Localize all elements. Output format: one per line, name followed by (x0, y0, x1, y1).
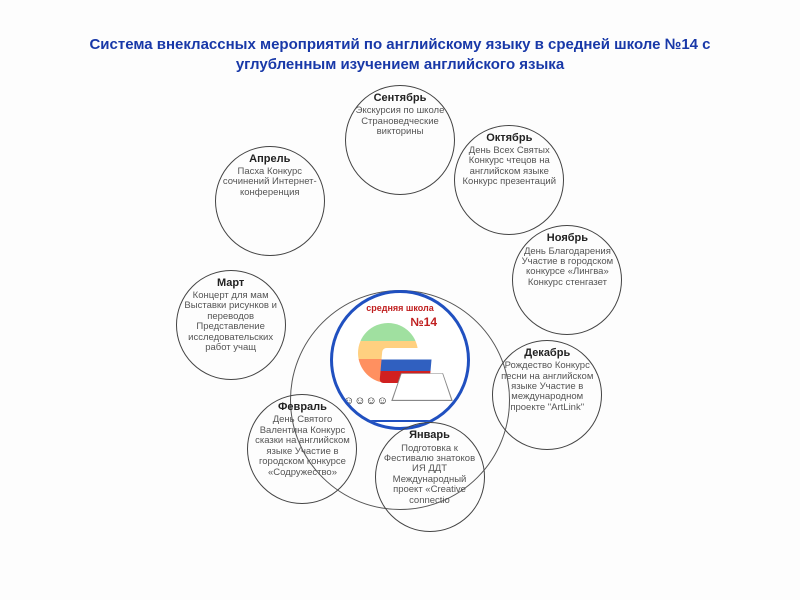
month-body: Подготовка к Фестивалю знатоков ИЯ ДДТ М… (380, 444, 480, 507)
month-name: Февраль (278, 401, 327, 413)
month-node: Апрель Пасха Конкурс сочинений Интернет-к… (215, 146, 325, 256)
month-node: Сентябрь Экскурсия по школе Страноведческ… (345, 85, 455, 195)
page-title: Система внеклассных мероприятий по англи… (80, 35, 720, 74)
month-name: Декабрь (524, 347, 570, 359)
month-body: День Святого Валентина Конкурс сказки на… (252, 415, 352, 478)
month-body: Пасха Конкурс сочинений Интернет-конфере… (220, 167, 320, 198)
month-name: Январь (409, 429, 450, 441)
month-node: Ноябрь День Благодарения Участие в городс… (512, 225, 622, 335)
logo-arc-text: средняя школа (366, 303, 434, 313)
month-body: Экскурсия по школе Страноведческие викто… (350, 106, 450, 137)
month-node: Февраль День Святого Валентина Конкурс ск… (247, 394, 357, 504)
month-node: Октябрь День Всех Святых Конкурс чтецов н… (454, 125, 564, 235)
month-name: Апрель (249, 153, 290, 165)
month-body: День Благодарения Участие в городском ко… (517, 247, 617, 289)
logo-book-icon (391, 373, 453, 401)
month-name: Март (217, 277, 244, 289)
logo-bottom-ring (346, 414, 453, 422)
month-node: Март Концерт для мам Выставки рисунков и … (176, 270, 286, 380)
logo-smileys-icon: ☺☺☺☺ (343, 395, 388, 407)
month-name: Сентябрь (374, 92, 427, 104)
month-body: День Всех Святых Конкурс чтецов на англи… (459, 146, 559, 188)
month-name: Октябрь (486, 132, 532, 144)
month-body: Концерт для мам Выставки рисунков и пере… (181, 291, 281, 354)
month-node: Январь Подготовка к Фестивалю знатоков ИЯ… (375, 422, 485, 532)
month-node: Декабрь Рождество Конкурс песни на англий… (492, 340, 602, 450)
center-logo: средняя школа №14 ☺☺☺☺ (330, 290, 470, 430)
month-body: Рождество Конкурс песни на английском яз… (497, 361, 597, 413)
logo-number: №14 (410, 315, 437, 329)
month-name: Ноябрь (547, 232, 588, 244)
